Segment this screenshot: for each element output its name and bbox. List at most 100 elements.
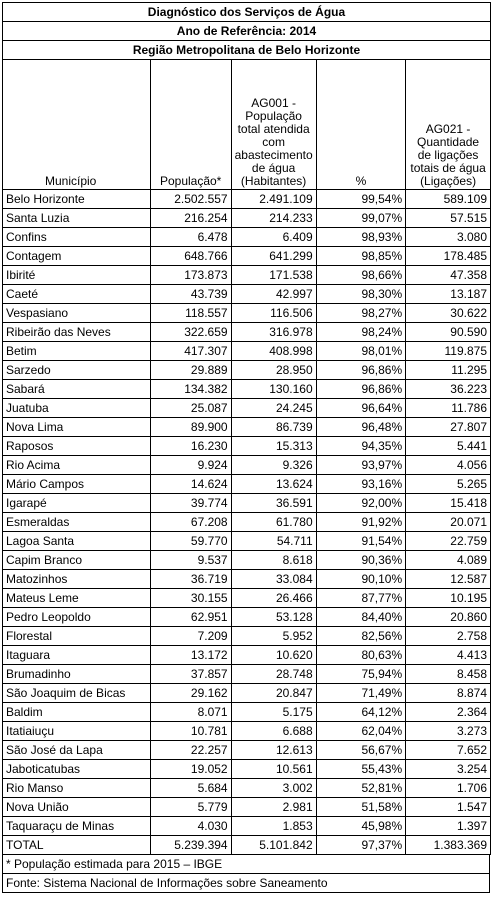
cell-populacao: 36.719 [149, 569, 232, 589]
cell-ag021: 3.273 [405, 721, 491, 741]
cell-populacao: 59.770 [149, 531, 232, 551]
table-row: Vespasiano 118.557 116.506 98,27% 30.622 [2, 303, 491, 323]
cell-ag001: 116.506 [230, 303, 317, 323]
header-percent: % [315, 59, 407, 190]
cell-municipio: Matozinhos [2, 569, 151, 589]
cell-populacao: 14.624 [149, 474, 232, 494]
cell-municipio: Itatiaiuçu [2, 721, 151, 741]
cell-populacao: 22.257 [149, 740, 232, 760]
cell-ag001: 130.160 [230, 379, 317, 399]
cell-municipio: Nova Lima [2, 417, 151, 437]
cell-municipio: TOTAL [2, 835, 151, 855]
cell-percent: 98,93% [315, 227, 407, 247]
cell-ag021: 8.874 [405, 683, 491, 703]
cell-percent: 98,01% [315, 341, 407, 361]
cell-percent: 96,86% [315, 379, 407, 399]
cell-percent: 92,00% [315, 493, 407, 513]
table-row: Ribeirão das Neves 322.659 316.978 98,24% 90… [2, 322, 491, 342]
cell-municipio: Raposos [2, 436, 151, 456]
cell-percent: 91,54% [315, 531, 407, 551]
table-row: Igarapé 39.774 36.591 92,00% 15.418 [2, 493, 491, 513]
cell-ag021: 589.109 [405, 189, 491, 209]
cell-populacao: 67.208 [149, 512, 232, 532]
cell-percent: 93,16% [315, 474, 407, 494]
cell-populacao: 43.739 [149, 284, 232, 304]
cell-populacao: 322.659 [149, 322, 232, 342]
table-row: São José da Lapa 22.257 12.613 56,67% 7.652 [2, 740, 491, 760]
cell-percent: 71,49% [315, 683, 407, 703]
cell-percent: 97,37% [315, 835, 407, 855]
table-row: Santa Luzia 216.254 214.233 99,07% 57.515 [2, 208, 491, 228]
cell-ag021: 36.223 [405, 379, 491, 399]
total-row: TOTAL 5.239.394 5.101.842 97,37% 1.383.369 [2, 835, 491, 855]
cell-ag001: 28.950 [230, 360, 317, 380]
source-note: Fonte: Sistema Nacional de Informações s… [2, 873, 490, 893]
cell-populacao: 29.889 [149, 360, 232, 380]
cell-municipio: Pedro Leopoldo [2, 607, 151, 627]
cell-ag021: 1.397 [405, 816, 491, 836]
cell-municipio: Rio Acima [2, 455, 151, 475]
cell-percent: 90,36% [315, 550, 407, 570]
cell-populacao: 7.209 [149, 626, 232, 646]
cell-populacao: 30.155 [149, 588, 232, 608]
cell-populacao: 5.779 [149, 797, 232, 817]
footnote: * População estimada para 2015 – IBGE [2, 855, 490, 874]
cell-populacao: 16.230 [149, 436, 232, 456]
table-row: Itatiaiuçu 10.781 6.688 62,04% 3.273 [2, 721, 491, 741]
cell-percent: 64,12% [315, 702, 407, 722]
cell-percent: 87,77% [315, 588, 407, 608]
cell-ag021: 22.759 [405, 531, 491, 551]
cell-municipio: Mateus Leme [2, 588, 151, 608]
cell-percent: 99,07% [315, 208, 407, 228]
cell-ag021: 5.265 [405, 474, 491, 494]
cell-percent: 84,40% [315, 607, 407, 627]
table-row: Mateus Leme 30.155 26.466 87,77% 10.195 [2, 588, 491, 608]
cell-ag021: 2.758 [405, 626, 491, 646]
cell-ag001: 20.847 [230, 683, 317, 703]
table-row: Caeté 43.739 42.997 98,30% 13.187 [2, 284, 491, 304]
cell-populacao: 8.071 [149, 702, 232, 722]
cell-percent: 98,85% [315, 246, 407, 266]
cell-ag001: 53.128 [230, 607, 317, 627]
cell-ag021: 119.875 [405, 341, 491, 361]
cell-percent: 80,63% [315, 645, 407, 665]
cell-percent: 75,94% [315, 664, 407, 684]
cell-ag001: 6.688 [230, 721, 317, 741]
cell-populacao: 39.774 [149, 493, 232, 513]
cell-percent: 98,24% [315, 322, 407, 342]
cell-percent: 98,30% [315, 284, 407, 304]
header-municipio: Município [2, 59, 151, 190]
cell-ag021: 3.254 [405, 759, 491, 779]
table-row: Confins 6.478 6.409 98,93% 3.080 [2, 227, 491, 247]
cell-ag001: 171.538 [230, 265, 317, 285]
cell-ag001: 2.981 [230, 797, 317, 817]
cell-percent: 51,58% [315, 797, 407, 817]
cell-municipio: Rio Manso [2, 778, 151, 798]
cell-ag001: 2.491.109 [230, 189, 317, 209]
cell-ag021: 47.358 [405, 265, 491, 285]
cell-percent: 98,66% [315, 265, 407, 285]
table-row: Brumadinho 37.857 28.748 75,94% 8.458 [2, 664, 491, 684]
cell-municipio: Brumadinho [2, 664, 151, 684]
cell-ag021: 20.860 [405, 607, 491, 627]
table-row: Taquaraçu de Minas 4.030 1.853 45,98% 1.397 [2, 816, 491, 836]
table-row: Pedro Leopoldo 62.951 53.128 84,40% 20.860 [2, 607, 491, 627]
cell-ag001: 8.618 [230, 550, 317, 570]
table-row: Baldim 8.071 5.175 64,12% 2.364 [2, 702, 491, 722]
table-row: Matozinhos 36.719 33.084 90,10% 12.587 [2, 569, 491, 589]
cell-municipio: São José da Lapa [2, 740, 151, 760]
cell-municipio: Igarapé [2, 493, 151, 513]
cell-ag001: 5.175 [230, 702, 317, 722]
cell-municipio: Caeté [2, 284, 151, 304]
cell-ag001: 10.620 [230, 645, 317, 665]
table-row: Esmeraldas 67.208 61.780 91,92% 20.071 [2, 512, 491, 532]
cell-ag001: 86.739 [230, 417, 317, 437]
header-populacao: População* [149, 59, 232, 190]
header-ag021: AG021 - Quantidade de ligações totais de… [405, 59, 491, 190]
cell-municipio: Florestal [2, 626, 151, 646]
table-row: Rio Manso 5.684 3.002 52,81% 1.706 [2, 778, 491, 798]
cell-populacao: 29.162 [149, 683, 232, 703]
cell-populacao: 25.087 [149, 398, 232, 418]
table-row: Raposos 16.230 15.313 94,35% 5.441 [2, 436, 491, 456]
cell-percent: 94,35% [315, 436, 407, 456]
